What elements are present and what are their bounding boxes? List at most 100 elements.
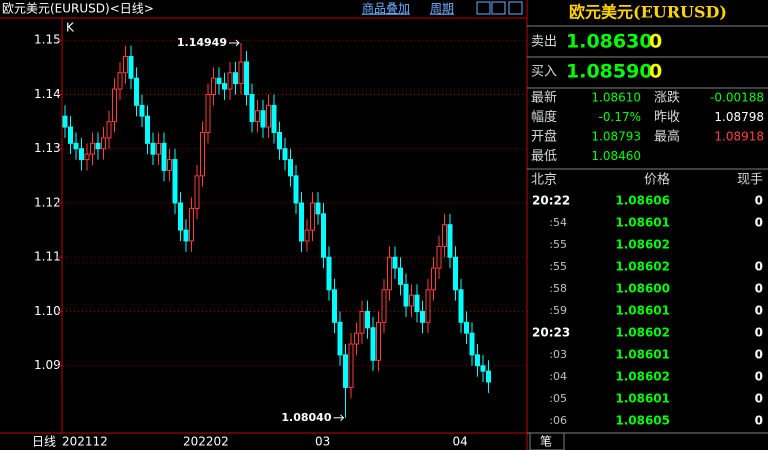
- y-tick-label: 1.15: [34, 33, 61, 47]
- tick-price: 1.08605: [615, 414, 670, 428]
- candle-body: [271, 104, 277, 133]
- y-tick-label: 1.09: [34, 358, 61, 372]
- tick-time: 20:23: [532, 326, 570, 340]
- stat-label: 昨收: [654, 110, 680, 125]
- tick-time: :05: [549, 392, 567, 405]
- annotation-label: 1.14949: [177, 36, 227, 49]
- axis-corner-label: K: [66, 21, 75, 35]
- candle-body: [183, 229, 189, 242]
- candle-body: [244, 61, 249, 95]
- stat-label: 开盘: [531, 129, 557, 145]
- candle-body: [266, 104, 271, 128]
- tick-time: 20:22: [532, 194, 570, 208]
- tick-price: 1.08602: [615, 238, 670, 252]
- nav-menu[interactable]: [508, 1, 523, 15]
- candle-body: [387, 256, 392, 291]
- candle-body: [238, 61, 244, 85]
- tick-price: 1.08601: [615, 216, 670, 230]
- tick-time: :04: [549, 370, 567, 383]
- candle-body: [304, 229, 310, 242]
- y-tick-label: 1.14: [34, 87, 61, 101]
- candle-body: [480, 365, 486, 372]
- tick-price: 1.08601: [615, 392, 670, 406]
- tick-price: 1.08601: [615, 304, 670, 318]
- candle-body: [128, 56, 134, 79]
- y-tick-label: 1.13: [34, 141, 61, 155]
- buy-price: 1.08590: [566, 61, 653, 83]
- sell-price: 1.08630: [566, 31, 653, 53]
- candle-body: [409, 294, 414, 307]
- tick-volume: 0: [755, 216, 763, 230]
- quote-title: 欧元美元(EURUSD): [569, 3, 727, 22]
- candle-body: [398, 267, 403, 285]
- candle-body: [90, 142, 95, 155]
- candle-body: [227, 72, 233, 90]
- tick-price: 1.08602: [615, 370, 670, 384]
- candle-body: [310, 202, 315, 231]
- period-button[interactable]: 周期: [430, 2, 454, 16]
- candle-body: [381, 289, 387, 323]
- tab-label[interactable]: 笔: [540, 434, 552, 449]
- annotation-arrowhead: [235, 39, 240, 47]
- candle-body: [178, 202, 183, 231]
- candle-body: [211, 77, 216, 95]
- sell-label: 卖出: [531, 35, 557, 50]
- candle-body: [222, 83, 227, 90]
- candle-body: [156, 142, 161, 155]
- candle-body: [260, 110, 266, 128]
- candle-body: [189, 207, 194, 242]
- candle-body: [84, 153, 90, 161]
- candle-body: [79, 148, 84, 161]
- candle-body: [431, 267, 436, 291]
- candle-body: [194, 175, 200, 209]
- tick-price: 1.08602: [615, 326, 670, 340]
- tick-time: :54: [549, 216, 567, 229]
- candle-body: [464, 321, 469, 334]
- nav-buttons: [476, 1, 523, 15]
- annotation-arrowhead: [340, 414, 345, 422]
- stat-value: -0.00188: [710, 91, 764, 105]
- nav-left[interactable]: [476, 1, 491, 15]
- candle-body: [172, 159, 178, 204]
- candle-body: [486, 370, 491, 383]
- candle-body: [420, 310, 425, 323]
- candle-body: [315, 202, 321, 215]
- candle-body: [392, 256, 398, 269]
- tick-price: 1.08601: [615, 348, 670, 362]
- candle-body: [62, 115, 68, 128]
- tick-volume: 0: [755, 414, 763, 428]
- candle-body: [145, 115, 150, 144]
- x-tick-label: 04: [453, 435, 468, 449]
- candle-body: [255, 110, 260, 123]
- tab[interactable]: [529, 432, 565, 450]
- candle-body: [469, 332, 475, 356]
- candle-body: [365, 310, 370, 329]
- candle-body: [376, 321, 381, 361]
- candle-body: [95, 142, 101, 150]
- stat-label: 最新: [531, 90, 557, 106]
- stat-label: 涨跌: [654, 90, 680, 106]
- candle-body: [106, 121, 112, 139]
- candle-body: [112, 88, 117, 123]
- candle-body: [354, 332, 359, 345]
- buy-size: 0: [649, 61, 662, 83]
- overlay-button[interactable]: 商品叠加: [362, 1, 410, 16]
- candle-body: [447, 224, 453, 258]
- sell-size: 0: [649, 31, 662, 53]
- tick-time: :59: [549, 304, 567, 317]
- stat-value: 1.08798: [714, 110, 764, 124]
- tick-time: :58: [549, 282, 567, 295]
- candle-body: [134, 77, 139, 106]
- candle-body: [337, 321, 343, 356]
- tick-price: 1.08606: [615, 194, 670, 208]
- buy-label: 买入: [531, 65, 557, 80]
- candle-body: [68, 126, 73, 144]
- candle-body: [117, 72, 123, 90]
- stat-label: 最低: [531, 149, 557, 164]
- tick-time: :03: [549, 348, 567, 361]
- nav-right[interactable]: [491, 1, 506, 15]
- candle-body: [359, 310, 365, 334]
- candle-body: [293, 175, 299, 204]
- y-tick-label: 1.10: [34, 304, 61, 318]
- tick-volume: 0: [755, 260, 763, 274]
